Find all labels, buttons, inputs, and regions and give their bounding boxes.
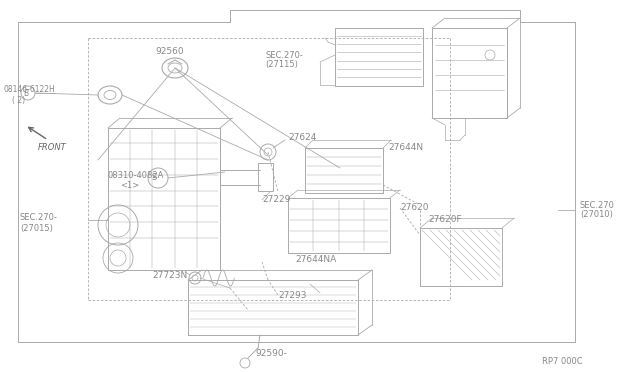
Text: <1>: <1> bbox=[120, 180, 140, 189]
Text: ( 2): ( 2) bbox=[12, 96, 25, 105]
Text: FRONT: FRONT bbox=[38, 144, 67, 153]
Bar bbox=[258, 163, 273, 191]
Text: 08146-6122H: 08146-6122H bbox=[3, 86, 55, 94]
Text: 27624: 27624 bbox=[288, 134, 316, 142]
Text: 92590-: 92590- bbox=[255, 350, 287, 359]
Text: B: B bbox=[24, 89, 29, 97]
Bar bbox=[288, 198, 390, 253]
Text: 27620F: 27620F bbox=[428, 215, 461, 224]
Text: SEC.270-: SEC.270- bbox=[20, 214, 58, 222]
Text: 27620: 27620 bbox=[400, 203, 429, 212]
Text: SEC.270: SEC.270 bbox=[580, 201, 615, 209]
Text: 27644NA: 27644NA bbox=[295, 256, 336, 264]
Bar bbox=[305, 148, 383, 193]
Text: 27229: 27229 bbox=[262, 196, 291, 205]
Text: 92560: 92560 bbox=[155, 48, 184, 57]
Bar bbox=[432, 28, 507, 118]
Text: 27293: 27293 bbox=[278, 291, 307, 299]
Text: SEC.270-: SEC.270- bbox=[265, 51, 303, 60]
Text: 27723N: 27723N bbox=[152, 270, 188, 279]
Bar bbox=[335, 28, 423, 86]
Text: RP7 000C: RP7 000C bbox=[542, 357, 582, 366]
Bar bbox=[420, 228, 502, 286]
Text: (27010): (27010) bbox=[580, 211, 613, 219]
Text: (27115): (27115) bbox=[265, 60, 298, 68]
Bar bbox=[108, 128, 220, 270]
Text: (27015): (27015) bbox=[20, 224, 53, 232]
Text: S: S bbox=[152, 173, 157, 183]
Text: 27644N: 27644N bbox=[388, 144, 423, 153]
Text: 08310-4082A: 08310-4082A bbox=[108, 170, 164, 180]
